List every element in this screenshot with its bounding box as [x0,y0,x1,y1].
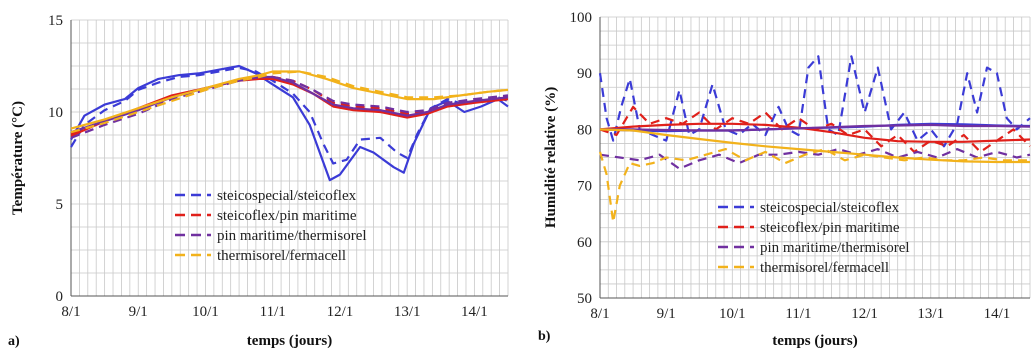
legend: steicospecial/steicoflex steicoflex/pin m… [175,188,367,264]
x-tick-label: 12/1 [327,304,354,320]
x-axis-label: temps (jours) [247,333,332,349]
panel-label: a) [8,334,20,349]
legend-entry: steicospecial/steicoflex [760,200,900,216]
x-tick-label: 14/1 [461,304,488,320]
y-tick-label: 10 [48,105,63,121]
legend-entry: steicoflex/pin maritime [760,220,900,236]
x-tick-label: 9/1 [657,306,676,322]
x-tick-label: 8/1 [590,306,609,322]
series-line-yellow-dashed [70,70,509,134]
x-tick-label: 13/1 [917,306,944,322]
x-tick-label: 9/1 [129,304,148,320]
series-line-yellow-solid [70,70,509,130]
x-tick-label: 14/1 [984,306,1011,322]
y-tick-label: 5 [56,197,64,213]
legend-entry: thermisorel/fermacell [760,260,889,276]
legend-entry: thermisorel/fermacell [217,248,346,264]
x-tick-label: 8/1 [61,304,80,320]
y-tick-label: 80 [577,122,592,138]
y-tick-label: 60 [577,235,592,251]
series-line-blue-dashed [598,55,1031,148]
x-tick-label: 10/1 [719,306,746,322]
x-axis-label: temps (jours) [772,333,857,349]
legend: steicospecial/steicoflex steicoflex/pin m… [718,200,910,276]
legend-entry: pin maritime/thermisorel [760,240,910,256]
x-tick-label: 13/1 [394,304,421,320]
series-line-purple-dashed [70,75,509,139]
y-tick-label: 70 [577,179,592,195]
series-line-yellow-solid [599,128,1030,164]
x-tick-label: 12/1 [851,306,878,322]
x-tick-label: 11/1 [260,304,286,320]
series-line-yellow-dashed [598,148,1030,224]
series-line-blue-solid [70,64,509,182]
legend-entry: pin maritime/thermisorel [217,228,367,244]
x-tick-label: 11/1 [785,306,811,322]
series-line-purple-solid [600,123,1031,132]
legend-entry: steicospecial/steicoflex [217,188,357,204]
y-tick-label: 50 [577,291,592,307]
y-axis-label: Humidité relative (%) [543,87,559,228]
legend-entry: steicoflex/pin maritime [217,208,357,224]
series-line-red-dashed [599,105,1031,153]
y-tick-label: 90 [577,66,592,82]
plot-grid [70,19,509,297]
chart-panel-a: 0 5 10 15 8/1 9/1 10/1 11/1 12/1 13/1 14/1 temps (j… [8,13,509,349]
y-tick-label: 100 [570,10,593,26]
y-axis-label: Température (°C) [10,101,26,215]
series-line-purple-dashed [599,148,1031,170]
chart-panel-b: 50 60 70 80 90 100 8/1 9/1 10/1 11/1 12/1 13/1 14/1 t… [538,10,1031,349]
panel-label: b) [538,329,551,344]
x-tick-label: 10/1 [192,304,219,320]
y-tick-label: 0 [56,289,64,305]
y-tick-label: 15 [48,13,63,29]
